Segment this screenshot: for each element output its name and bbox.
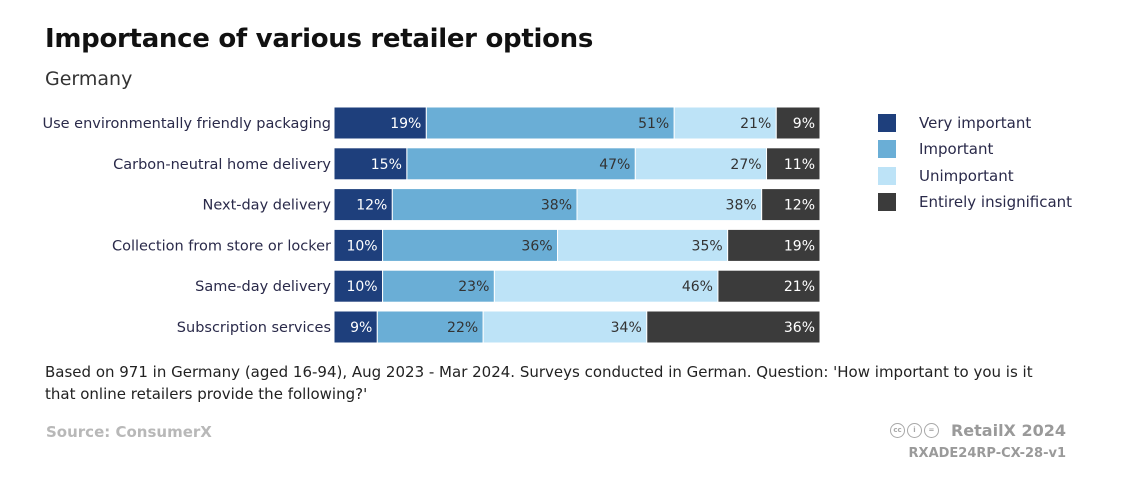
data-label: 12% — [784, 198, 815, 214]
data-label: 19% — [390, 116, 421, 132]
bar-segment — [761, 188, 821, 222]
stacked-bar-chart: Use environmentally friendly packaging 19… — [42, 106, 821, 344]
chart-title: Importance of various retailer options — [45, 24, 594, 54]
legend-label: Unimportant — [919, 166, 1014, 185]
by-icon: i — [906, 423, 922, 438]
legend-swatch — [878, 114, 896, 133]
data-label: 10% — [346, 279, 377, 295]
bar-segment — [727, 228, 821, 262]
data-label: 21% — [784, 279, 815, 295]
chart-note: Based on 971 in Germany (aged 16-94), Au… — [45, 363, 1033, 403]
bar-segment — [382, 269, 495, 303]
bar-segment — [634, 147, 768, 181]
bar-segment — [425, 106, 675, 140]
legend-swatch — [878, 166, 896, 185]
category-label: Same-day delivery — [195, 279, 331, 295]
data-label: 19% — [784, 238, 815, 254]
bar-segment — [391, 188, 578, 222]
bar-segment — [646, 310, 821, 344]
legend-label: Very important — [919, 114, 1032, 133]
data-label: 46% — [682, 279, 713, 295]
bar-segment — [482, 310, 648, 344]
license-icons: cc i = — [889, 423, 941, 438]
bar-segment — [775, 106, 821, 140]
data-label: 21% — [740, 116, 771, 132]
data-label: 22% — [447, 320, 478, 336]
nd-icon: = — [923, 423, 939, 438]
data-label: 35% — [692, 238, 723, 254]
brand: cc i = RetailX 2024 — [889, 421, 1066, 440]
bar-segment — [333, 228, 384, 262]
bar-segment — [333, 106, 427, 140]
bar-segment — [333, 269, 384, 303]
data-label: 10% — [346, 238, 377, 254]
bar-segment — [333, 310, 378, 344]
data-label: 15% — [371, 157, 402, 173]
category-label: Next-day delivery — [202, 198, 331, 214]
legend-swatch — [878, 140, 896, 159]
category-label: Collection from store or locker — [112, 238, 331, 254]
data-label: 12% — [356, 198, 387, 214]
bar-segment — [717, 269, 821, 303]
category-label: Subscription services — [177, 320, 331, 336]
legend-item: Very important — [878, 110, 1072, 136]
legend-swatch — [878, 193, 896, 212]
bar-segment — [333, 147, 408, 181]
data-label: 34% — [611, 320, 642, 336]
category-label: Carbon-neutral home delivery — [113, 157, 331, 173]
chart-code: RXADE24RP-CX-28-v1 — [908, 446, 1066, 461]
data-label: 36% — [784, 320, 815, 336]
legend-item: Important — [878, 136, 1072, 162]
legend-item: Entirely insignificant — [878, 189, 1072, 215]
data-label: 23% — [458, 279, 489, 295]
cc-icon: cc — [889, 423, 905, 438]
bar-segment — [766, 147, 821, 181]
data-label: 9% — [350, 320, 372, 336]
brand-label: RetailX 2024 — [950, 421, 1066, 440]
data-label: 27% — [730, 157, 761, 173]
legend-label: Entirely insignificant — [919, 193, 1073, 212]
legend-label: Important — [919, 140, 994, 159]
data-label: 11% — [784, 157, 815, 173]
bar-segment — [406, 147, 636, 181]
bar-segment — [557, 228, 729, 262]
data-label: 9% — [793, 116, 815, 132]
bar-segment — [576, 188, 763, 222]
category-label: Use environmentally friendly packaging — [42, 116, 331, 132]
data-label: 47% — [599, 157, 630, 173]
bar-segment — [493, 269, 719, 303]
data-label: 36% — [521, 238, 552, 254]
data-label: 38% — [726, 198, 757, 214]
data-label: 38% — [541, 198, 572, 214]
chart-subtitle: Germany — [45, 68, 133, 90]
data-label: 51% — [638, 116, 669, 132]
source-text: Source: ConsumerX — [46, 423, 212, 441]
bar-segment — [333, 188, 393, 222]
legend-item: Unimportant — [878, 163, 1072, 189]
legend: Very important Important Unimportant Entire… — [878, 110, 1072, 215]
